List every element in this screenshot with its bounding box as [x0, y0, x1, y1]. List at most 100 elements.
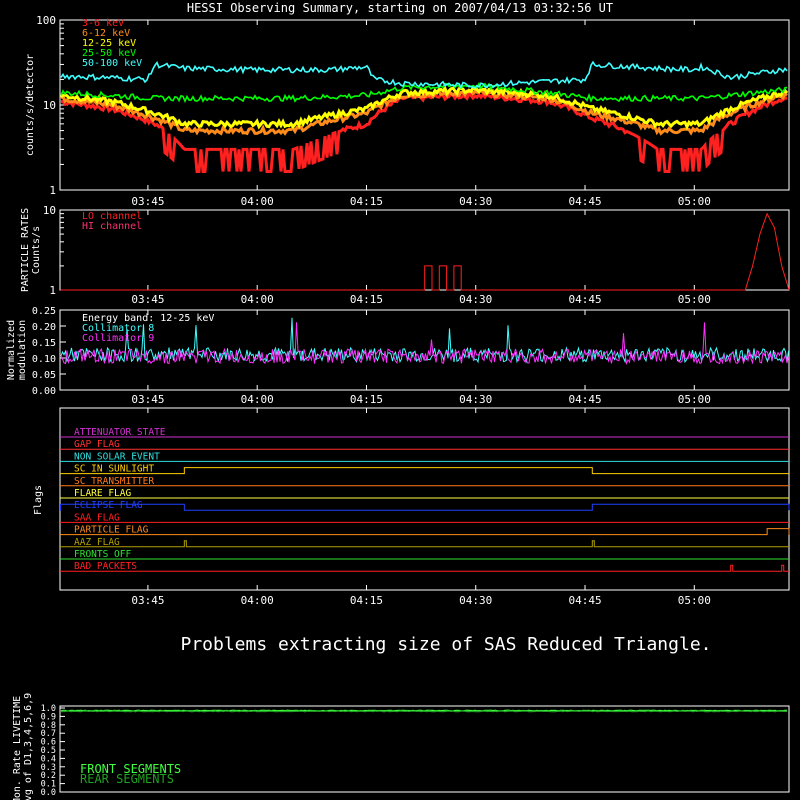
modulation-ytick-label: 0.10 — [32, 354, 56, 365]
count-xtick-label: 04:30 — [459, 195, 492, 208]
modulation-ytick-label: 0.00 — [32, 386, 56, 397]
modulation-series-8 — [60, 317, 789, 364]
flags-xtick-label: 05:00 — [678, 594, 711, 607]
count-ylabel: counts/s/detector — [25, 54, 36, 156]
figure-title: HESSI Observing Summary, starting on 200… — [187, 1, 613, 15]
particle-ylabel-line: PARTICLE RATES — [20, 208, 31, 292]
flag-label: FRONTS OFF — [74, 549, 131, 560]
flag-line — [60, 467, 789, 475]
flags-ylabel-line: Flags — [33, 485, 44, 515]
livetime-panel — [59, 705, 790, 793]
count-legend-entry: 3-6 keV — [82, 18, 124, 29]
particle-ylabel: PARTICLE RATESCounts/s — [20, 208, 42, 292]
livetime-ytick-label: 0.8 — [41, 721, 56, 731]
count-rates-panel — [59, 19, 790, 191]
livetime-ytick-label: 0.3 — [41, 763, 56, 773]
count-series-25-50-keV — [60, 81, 788, 104]
livetime-ylabel-line: avg of D1,3,4,5,6,9 — [23, 693, 34, 800]
flag-label: SAA FLAG — [74, 512, 120, 523]
flag-line — [59, 503, 790, 511]
modulation-xtick-label: 04:30 — [459, 393, 492, 406]
particle-series-lo — [60, 212, 790, 291]
livetime-legend-entry: FRONT SEGMENTS — [80, 762, 181, 776]
modulation-legend-entry: Collimator 8 — [82, 323, 154, 334]
flags-xtick-label: 04:00 — [241, 594, 274, 607]
livetime-ytick-label: 1.0 — [41, 704, 56, 714]
livetime-ytick-label: 0.0 — [41, 788, 56, 798]
count-ytick-label: 100 — [36, 14, 56, 27]
modulation-legend-entry: Collimator 9 — [82, 333, 154, 344]
particle-legend-entry: HI channel — [82, 221, 142, 232]
modulation-ylabel-line: modulation — [17, 320, 28, 380]
livetime-ytick-label: 0.4 — [41, 754, 56, 764]
modulation-series-9 — [60, 322, 789, 366]
modulation-ytick-label: 0.15 — [32, 338, 56, 349]
particle-legend-entry: LO channel — [82, 211, 142, 222]
livetime-ytick-label: 0.9 — [41, 712, 56, 722]
count-legend-entry: 12-25 keV — [82, 38, 136, 49]
count-ytick-label: 1 — [49, 184, 56, 197]
count-legend-entry: 25-50 keV — [82, 48, 136, 59]
flag-label: ECLIPSE FLAG — [74, 500, 143, 511]
count-xtick-label: 04:15 — [350, 195, 383, 208]
modulation-ylabel-line: Normalized — [6, 320, 17, 380]
count-ytick-label: 10 — [43, 99, 56, 112]
count-xtick-label: 03:45 — [131, 195, 164, 208]
count-legend-entry: 50-100 keV — [82, 58, 142, 69]
flag-line — [60, 540, 789, 548]
flag-label: PARTICLE FLAG — [74, 525, 149, 536]
modulation-xtick-label: 05:00 — [678, 393, 711, 406]
count-ylabel-line: counts/s/detector — [25, 54, 36, 156]
flags-ylabel: Flags — [33, 485, 44, 515]
particle-ylabel-line: Counts/s — [31, 226, 42, 274]
livetime-ytick-label: 0.2 — [41, 771, 56, 781]
flags-xtick-label: 04:45 — [568, 594, 601, 607]
flags-xtick-label: 03:45 — [131, 594, 164, 607]
modulation-xtick-label: 03:45 — [131, 393, 164, 406]
particle-xtick-label: 04:00 — [241, 293, 274, 306]
flag-label: SC TRANSMITTER — [74, 476, 154, 487]
livetime-ylabel-line: Mon. Rate LIVETIME — [12, 696, 23, 800]
count-legend-entry: 6-12 keV — [82, 28, 130, 39]
particle-xtick-label: 05:00 — [678, 293, 711, 306]
flag-line — [60, 528, 790, 536]
particle-xtick-label: 04:45 — [568, 293, 601, 306]
particle-ytick-label: 1 — [49, 284, 56, 297]
livetime-ylabel: Mon. Rate LIVETIMEavg of D1,3,4,5,6,9 — [12, 693, 34, 800]
flag-label: FLARE FLAG — [74, 488, 131, 499]
modulation-ytick-label: 0.05 — [32, 370, 56, 381]
livetime-legend-entry: REAR SEGMENTS — [80, 772, 174, 786]
flag-line — [60, 564, 789, 572]
count-series-12-25-keV — [60, 85, 789, 131]
count-series-50-100-keV — [60, 60, 788, 90]
modulation-panel — [59, 309, 790, 391]
flags-panel — [59, 407, 790, 591]
flags-xtick-label: 04:15 — [350, 594, 383, 607]
modulation-energy-band: Energy band: 12-25 keV — [82, 313, 214, 324]
count-xtick-label: 05:00 — [678, 195, 711, 208]
flag-label: GAP FLAG — [74, 439, 120, 450]
flag-label: SC IN SUNLIGHT — [74, 464, 154, 475]
particle-ytick-label: 10 — [43, 204, 56, 217]
count-series-6-12-keV — [59, 88, 788, 136]
livetime-ytick-label: 0.1 — [41, 780, 56, 790]
modulation-ytick-label: 0.20 — [32, 322, 56, 333]
flags-xtick-label: 04:30 — [459, 594, 492, 607]
flag-label: AAZ FLAG — [74, 537, 120, 548]
livetime-ytick-label: 0.6 — [41, 738, 56, 748]
livetime-ytick-label: 0.5 — [41, 746, 56, 756]
flag-label: BAD PACKETS — [74, 561, 137, 572]
flag-label: NON SOLAR EVENT — [74, 451, 160, 462]
particle-xtick-label: 04:30 — [459, 293, 492, 306]
livetime-series — [60, 710, 788, 713]
modulation-ylabel: Normalizedmodulation — [6, 320, 28, 380]
sas-message: Problems extracting size of SAS Reduced … — [180, 634, 711, 655]
count-xtick-label: 04:00 — [241, 195, 274, 208]
livetime-ytick-label: 0.7 — [41, 729, 56, 739]
modulation-xtick-label: 04:15 — [350, 393, 383, 406]
particle-xtick-label: 04:15 — [350, 293, 383, 306]
particle-xtick-label: 03:45 — [131, 293, 164, 306]
modulation-xtick-label: 04:45 — [568, 393, 601, 406]
modulation-ytick-label: 0.25 — [32, 306, 56, 317]
